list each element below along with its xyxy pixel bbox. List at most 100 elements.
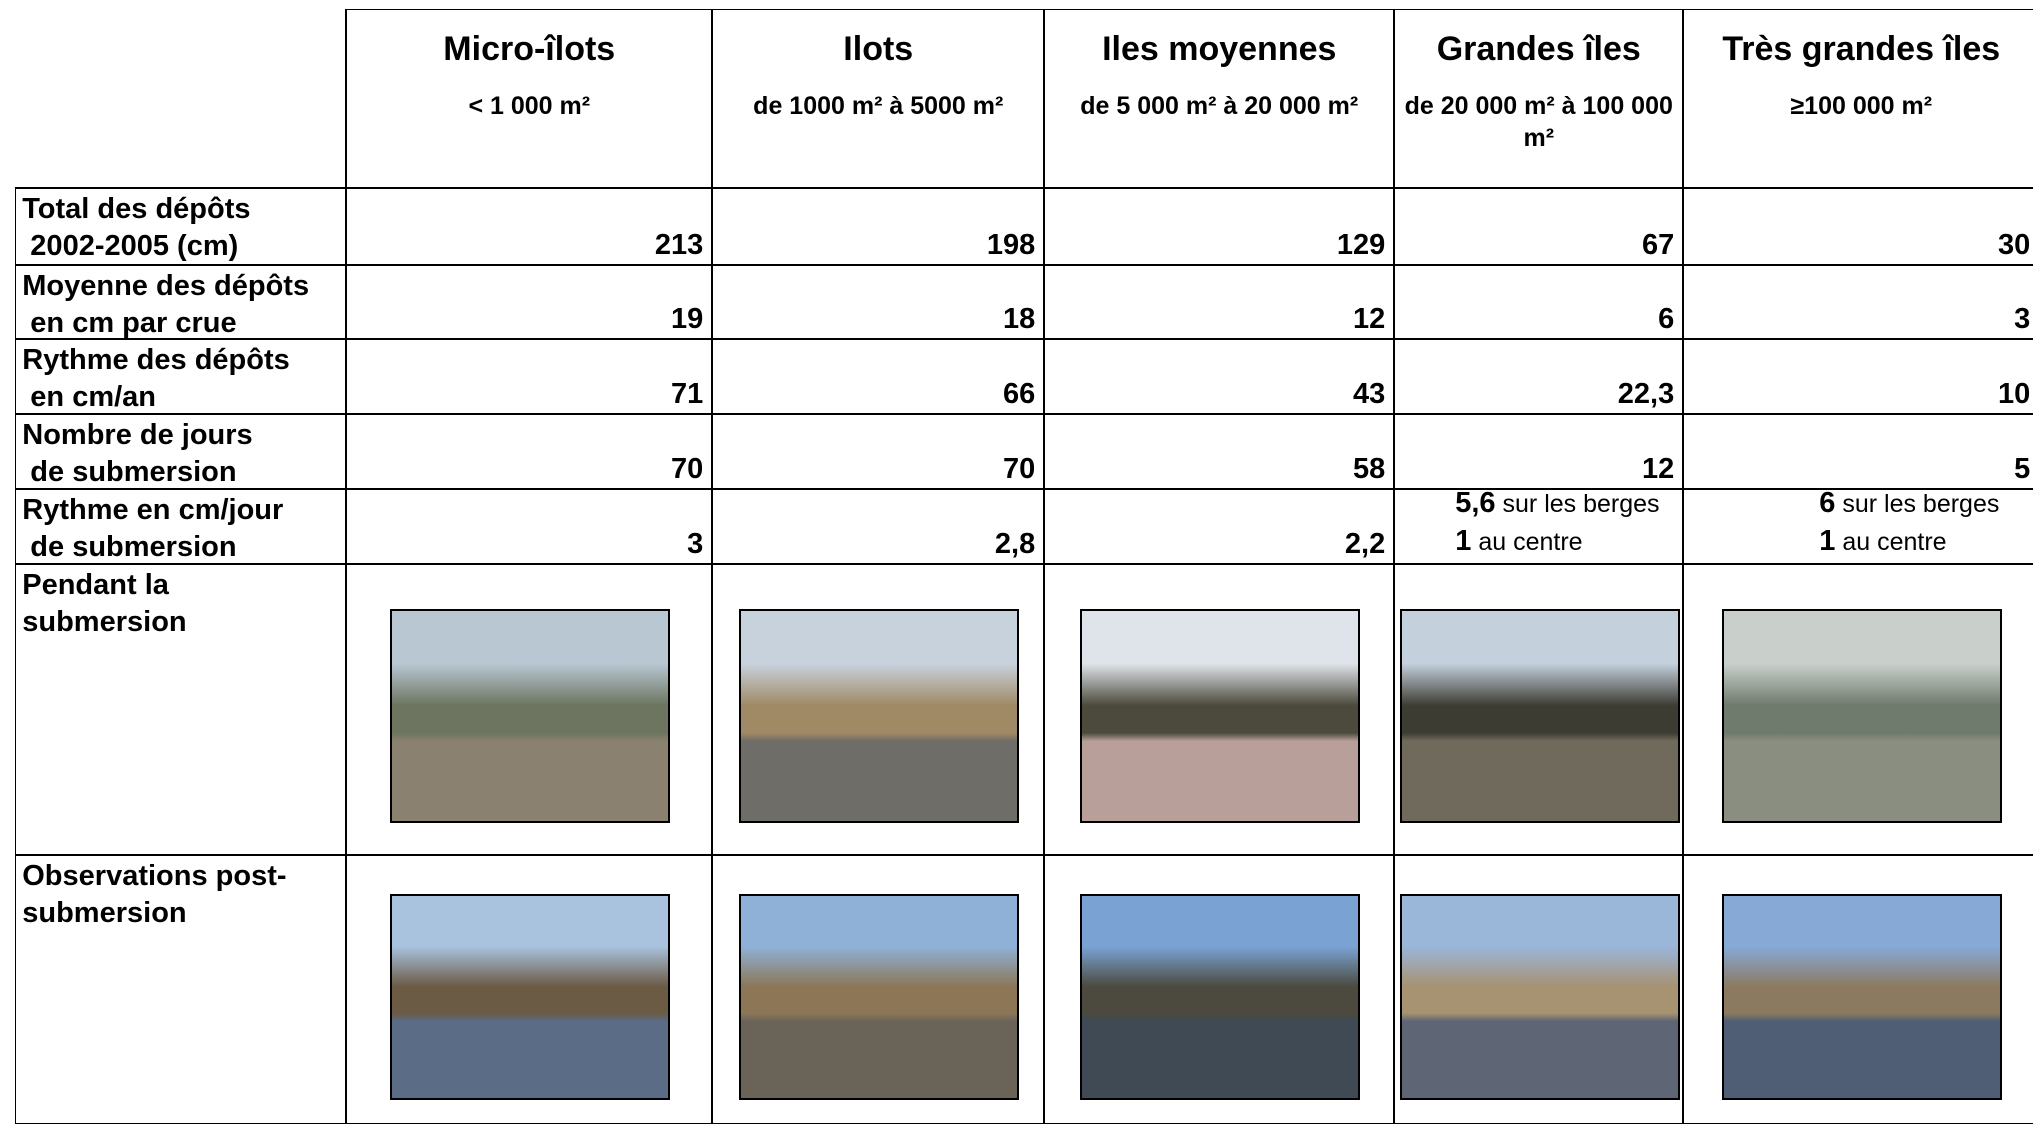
mixed-text: sur les berges bbox=[1495, 490, 1660, 519]
cell-mixed: 6 sur les berges 1 au centre bbox=[1819, 485, 1999, 561]
value-cell: 18 bbox=[712, 265, 1045, 340]
cell-value: 71 bbox=[670, 378, 704, 411]
header-cell: Ilots de 1000 m² à 5000 m² bbox=[712, 9, 1045, 189]
value-cell: 2,8 bbox=[712, 489, 1045, 565]
photo bbox=[1722, 609, 2003, 824]
label-cell: Nombre de jours de submersion bbox=[15, 414, 347, 491]
mixed-line: 5,6 sur les berges bbox=[1455, 485, 1659, 523]
photo-cell bbox=[1044, 855, 1395, 1125]
mixed-value: 6 bbox=[1819, 487, 1836, 520]
cell-value: 22,3 bbox=[1617, 378, 1675, 411]
photo bbox=[739, 894, 1020, 1101]
cell-value: 66 bbox=[1002, 378, 1036, 411]
value-cell: 67 bbox=[1394, 188, 1684, 266]
value-cell: 129 bbox=[1044, 188, 1395, 266]
column-title: Iles moyennes bbox=[1102, 30, 1337, 69]
mixed-text: sur les berges bbox=[1835, 490, 2000, 519]
row-label: Pendant la submersion bbox=[16, 565, 345, 641]
photo-cell bbox=[1394, 564, 1684, 856]
row-label: Rythme en cm/jour de submersion bbox=[16, 490, 345, 566]
value-cell: 30 bbox=[1683, 188, 2033, 266]
value-cell: 213 bbox=[346, 188, 713, 266]
column-title: Très grandes îles bbox=[1722, 30, 2001, 69]
row-label-line: en cm par crue bbox=[22, 307, 237, 340]
label-cell: Total des dépôts 2002-2005 (cm) bbox=[15, 188, 347, 266]
photo bbox=[1080, 894, 1361, 1101]
cell-value: 129 bbox=[1336, 229, 1386, 262]
cell-value: 67 bbox=[1641, 229, 1675, 262]
header-cell: Micro-îlots < 1 000 m² bbox=[346, 9, 713, 189]
label-cell: Observations post-submersion bbox=[15, 855, 347, 1125]
cell-value: 12 bbox=[1352, 303, 1386, 336]
mixed-value: 5,6 bbox=[1455, 487, 1496, 520]
row-label-line: Observations post- bbox=[22, 860, 287, 893]
value-cell: 6 bbox=[1394, 265, 1684, 340]
value-cell: 58 bbox=[1044, 414, 1395, 490]
row-label: Observations post-submersion bbox=[16, 856, 345, 932]
photo bbox=[1399, 609, 1680, 824]
row-label-line: de submersion bbox=[22, 456, 237, 489]
photo-cell bbox=[712, 855, 1045, 1125]
value-cell: 70 bbox=[346, 414, 713, 490]
cell-value: 10 bbox=[1997, 378, 2031, 411]
photo-cell bbox=[346, 855, 713, 1125]
label-cell: Moyenne des dépôts en cm par crue bbox=[15, 265, 347, 342]
row-label: Nombre de jours de submersion bbox=[16, 415, 345, 491]
row-label-line: Rythme en cm/jour bbox=[22, 494, 284, 527]
photo-cell bbox=[346, 564, 713, 856]
photo bbox=[1399, 894, 1680, 1101]
row-label-line: 2002-2005 (cm) bbox=[22, 230, 239, 263]
row-label: Rythme des dépôts en cm/an bbox=[16, 340, 345, 416]
cell-value: 2,2 bbox=[1344, 528, 1386, 561]
cell-value: 213 bbox=[654, 229, 704, 262]
cell-value: 19 bbox=[670, 303, 704, 336]
cell-value: 198 bbox=[986, 229, 1036, 262]
value-cell: 10 bbox=[1683, 339, 2033, 415]
column-size: de 1000 m² à 5000 m² bbox=[753, 92, 1004, 121]
value-cell: 6 sur les berges 1 au centre bbox=[1683, 487, 2033, 565]
cell-value: 18 bbox=[1002, 303, 1036, 336]
cell-value: 30 bbox=[1997, 229, 2031, 262]
mixed-line: 1 au centre bbox=[1819, 523, 1999, 561]
row-label: Moyenne des dépôts en cm par crue bbox=[16, 266, 345, 342]
value-cell: 70 bbox=[712, 414, 1045, 490]
value-cell: 3 bbox=[1683, 265, 2033, 340]
row-label: Total des dépôts 2002-2005 (cm) bbox=[16, 189, 345, 265]
row-label-line: submersion bbox=[22, 897, 187, 930]
value-cell: 2,2 bbox=[1044, 489, 1395, 565]
photo-cell bbox=[1683, 564, 2033, 856]
photo bbox=[390, 609, 671, 824]
row-label-line: en cm/an bbox=[22, 381, 157, 414]
value-cell: 198 bbox=[712, 188, 1045, 266]
photo bbox=[1722, 894, 2003, 1101]
header-cell: Très grandes îles ≥100 000 m² bbox=[1683, 9, 2033, 189]
cell-value: 3 bbox=[2014, 303, 2031, 336]
value-cell: 3 bbox=[346, 489, 713, 565]
label-cell: Pendant la submersion bbox=[15, 564, 347, 856]
cell-mixed: 5,6 sur les berges 1 au centre bbox=[1455, 485, 1659, 561]
row-label-line: Moyenne des dépôts bbox=[22, 270, 310, 303]
cell-value: 2,8 bbox=[994, 528, 1036, 561]
photo bbox=[739, 609, 1020, 824]
photo bbox=[390, 894, 671, 1101]
mixed-line: 1 au centre bbox=[1455, 523, 1659, 561]
value-cell: 19 bbox=[346, 265, 713, 340]
cell-value: 43 bbox=[1352, 378, 1386, 411]
mixed-value: 1 bbox=[1455, 525, 1472, 558]
column-title: Grandes îles bbox=[1436, 30, 1641, 69]
column-size: de 5 000 m² à 20 000 m² bbox=[1080, 92, 1359, 121]
mixed-text: au centre bbox=[1835, 528, 1947, 557]
label-cell: Rythme des dépôts en cm/an bbox=[15, 339, 347, 416]
label-cell: Rythme en cm/jour de submersion bbox=[15, 489, 347, 566]
row-label-line: Rythme des dépôts bbox=[22, 344, 290, 377]
cell-value: 6 bbox=[1658, 303, 1675, 336]
value-cell: 71 bbox=[346, 339, 713, 415]
row-label-line: Nombre de jours bbox=[22, 419, 253, 452]
cell-value: 70 bbox=[670, 453, 704, 486]
cell-value: 3 bbox=[687, 528, 704, 561]
photo-cell bbox=[1394, 855, 1684, 1125]
row-label-line: de submersion bbox=[22, 531, 237, 564]
cell-value: 5 bbox=[2014, 453, 2031, 486]
value-cell: 22,3 bbox=[1394, 339, 1684, 415]
